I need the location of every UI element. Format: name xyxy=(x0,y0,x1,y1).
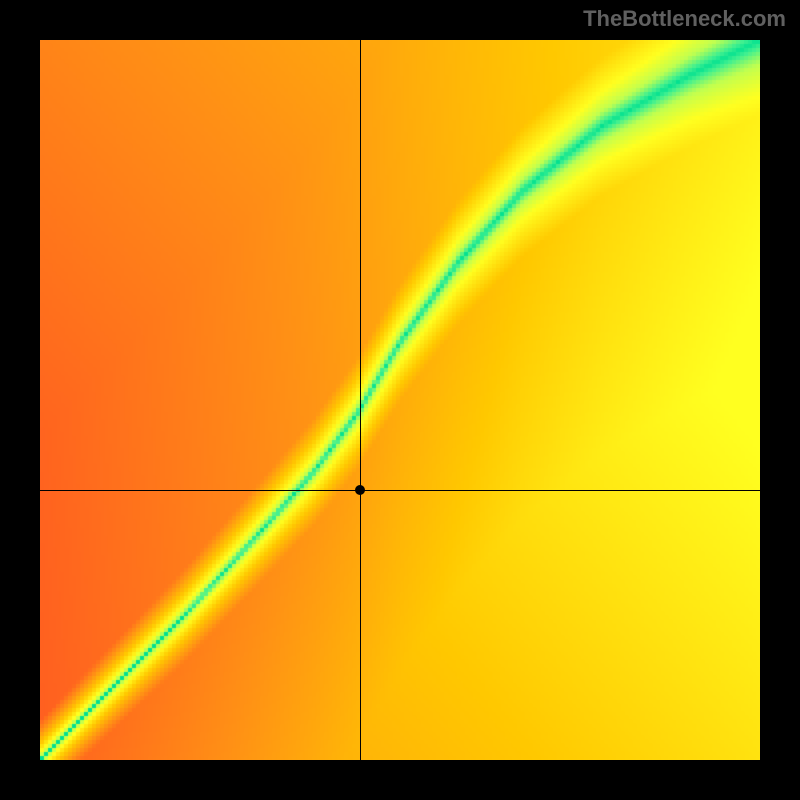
watermark-text: TheBottleneck.com xyxy=(583,6,786,32)
crosshair-horizontal xyxy=(40,490,760,491)
bottleneck-heatmap xyxy=(40,40,760,760)
marker-point xyxy=(355,485,365,495)
crosshair-vertical xyxy=(360,40,361,760)
heatmap-canvas xyxy=(40,40,760,760)
